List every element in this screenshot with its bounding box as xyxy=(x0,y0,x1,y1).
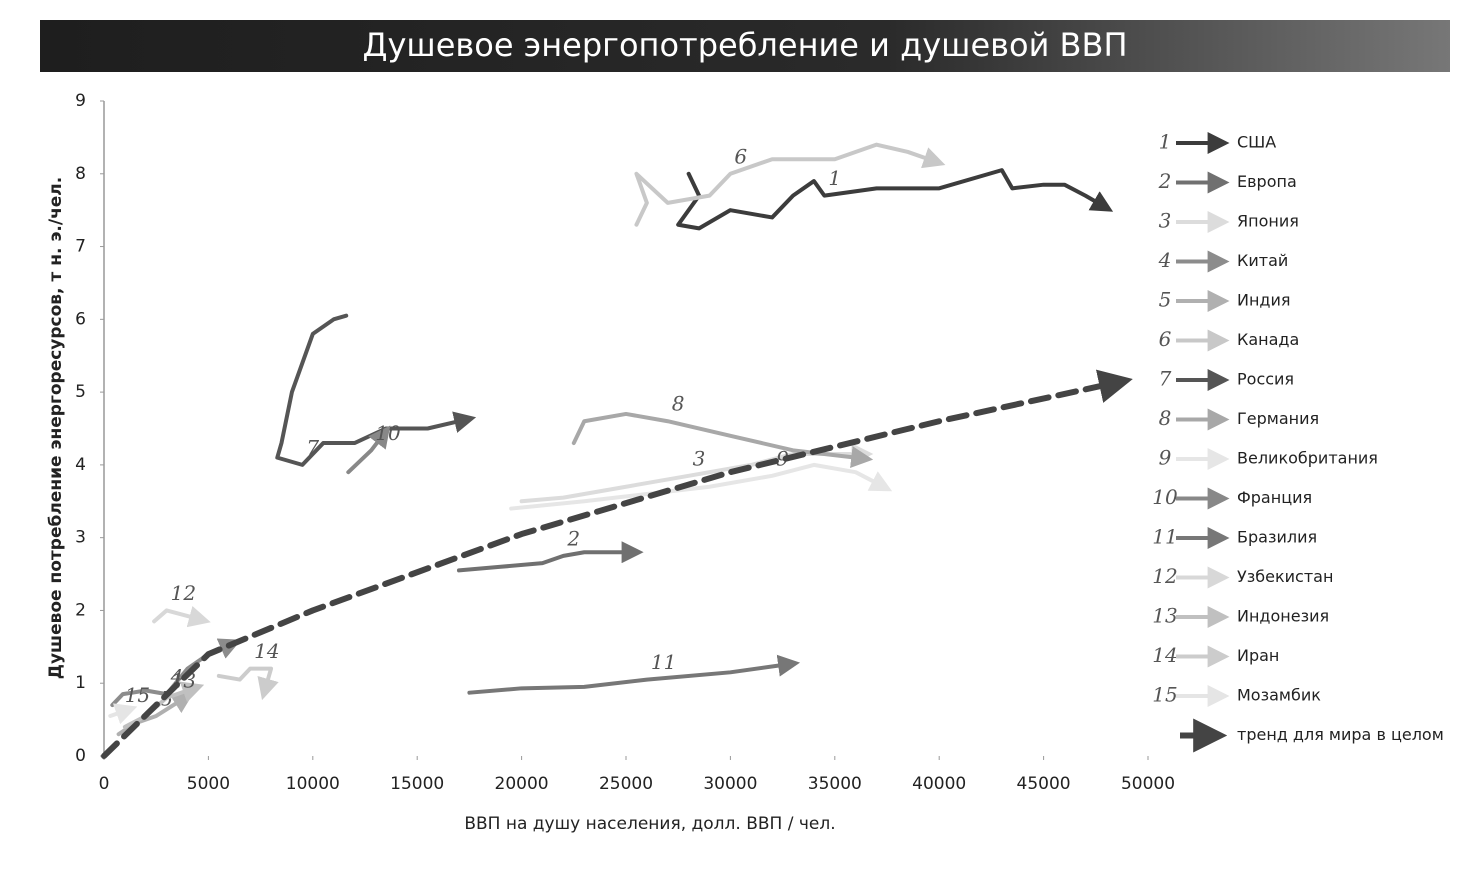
series-line xyxy=(152,605,211,628)
legend-label: Великобритания xyxy=(1237,449,1378,468)
series-line xyxy=(101,369,1133,759)
series-line xyxy=(519,442,874,504)
legend-label: Канада xyxy=(1237,330,1299,349)
y-tick-label: 5 xyxy=(75,382,86,402)
y-axis-label: Душевое потребление энергоресурсов, т н.… xyxy=(46,177,66,679)
y-tick-label: 2 xyxy=(75,600,86,620)
y-tick-label: 8 xyxy=(75,164,86,184)
series-annotation: 3 xyxy=(693,446,706,470)
legend-number: 6 xyxy=(1159,327,1172,351)
legend-number: 15 xyxy=(1152,683,1177,707)
x-tick-label: 35000 xyxy=(808,774,862,794)
legend-label: Германия xyxy=(1237,409,1319,428)
legend-number: 3 xyxy=(1159,209,1172,233)
x-tick-label: 5000 xyxy=(187,774,230,794)
legend-label: тренд для мира в целом xyxy=(1237,725,1444,744)
legend-number: 7 xyxy=(1159,367,1172,391)
legend-number: 9 xyxy=(1159,446,1172,470)
legend-number: 1 xyxy=(1159,130,1172,154)
legend-number: 11 xyxy=(1152,525,1177,549)
series-line xyxy=(216,666,279,701)
x-tick-label: 20000 xyxy=(495,774,549,794)
series-annotation: 6 xyxy=(734,144,747,168)
series-annotation: 12 xyxy=(171,581,196,605)
x-tick-label: 45000 xyxy=(1017,774,1071,794)
legend-number: 2 xyxy=(1158,169,1172,193)
legend-label: Мозамбик xyxy=(1237,686,1321,705)
series-line xyxy=(346,425,391,475)
legend-number: 14 xyxy=(1152,643,1177,667)
series-annotation: 7 xyxy=(306,435,319,459)
series-annotation: 10 xyxy=(375,421,401,445)
series-annotation: 11 xyxy=(651,650,676,674)
series-line xyxy=(116,691,195,737)
chart-title: Душевое энергопотребление и душевой ВВП xyxy=(362,26,1127,64)
y-tick-label: 3 xyxy=(75,528,86,548)
legend-number: 12 xyxy=(1152,564,1177,588)
title-banner xyxy=(40,20,1450,72)
legend-label: Франция xyxy=(1237,488,1312,507)
series-line xyxy=(456,541,644,573)
x-tick-label: 0 xyxy=(99,774,110,794)
x-tick-label: 50000 xyxy=(1121,774,1175,794)
y-tick-label: 6 xyxy=(75,309,86,329)
y-tick-label: 9 xyxy=(75,91,86,111)
legend-label: Узбекистан xyxy=(1237,567,1333,586)
x-tick-label: 40000 xyxy=(912,774,966,794)
y-tick-label: 0 xyxy=(75,746,86,766)
legend-label: Китай xyxy=(1237,251,1288,270)
series-line xyxy=(108,703,138,725)
legend-label: Иран xyxy=(1237,646,1279,665)
legend-number: 5 xyxy=(1159,288,1172,312)
legend-number: 10 xyxy=(1152,485,1178,509)
legend-label: Россия xyxy=(1237,370,1294,389)
x-axis-label: ВВП на душу населения, долл. ВВП / чел. xyxy=(464,814,835,834)
legend-label: Индонезия xyxy=(1237,607,1329,626)
y-tick-label: 7 xyxy=(75,237,86,257)
legend-number: 8 xyxy=(1159,406,1172,430)
series-line xyxy=(634,142,946,227)
x-tick-label: 10000 xyxy=(286,774,340,794)
series-line xyxy=(571,411,874,469)
x-tick-label: 30000 xyxy=(703,774,757,794)
series-line xyxy=(467,654,801,695)
y-tick-label: 1 xyxy=(75,673,86,693)
y-tick-label: 4 xyxy=(75,455,86,475)
series-annotation: 15 xyxy=(125,683,150,707)
legend-number: 4 xyxy=(1158,248,1172,272)
series-annotation: 14 xyxy=(254,639,279,663)
series-annotation: 2 xyxy=(566,526,580,550)
series-line xyxy=(509,462,893,511)
x-tick-label: 25000 xyxy=(599,774,653,794)
legend-label: Япония xyxy=(1237,212,1299,231)
x-tick-label: 15000 xyxy=(390,774,444,794)
legend-label: Бразилия xyxy=(1237,528,1317,547)
series-line xyxy=(676,168,1114,231)
series-line xyxy=(275,313,477,467)
legend-label: Индия xyxy=(1237,291,1291,310)
legend-label: США xyxy=(1237,133,1276,152)
legend-number: 13 xyxy=(1152,604,1177,628)
legend-label: Европа xyxy=(1237,172,1297,191)
series-annotation: 1 xyxy=(828,166,841,190)
series-annotation: 8 xyxy=(672,392,685,416)
